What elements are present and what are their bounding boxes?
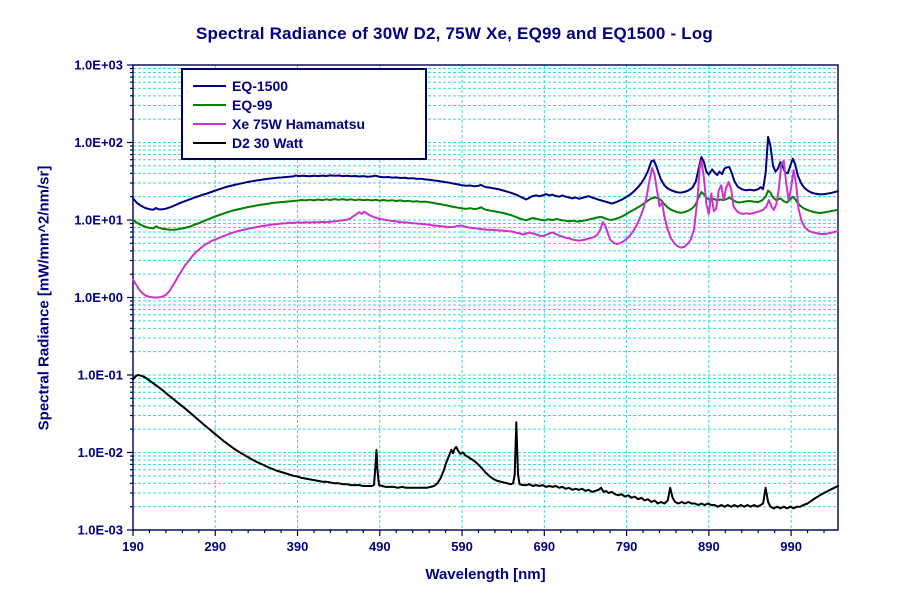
x-tick-label: 290 — [204, 539, 226, 554]
x-tick-label: 890 — [698, 539, 720, 554]
plot-frame — [132, 64, 839, 531]
legend-label: D2 30 Watt — [232, 134, 304, 151]
series-line-eq-1500 — [132, 135, 839, 211]
y-tick-label: 1.0E-01 — [77, 368, 123, 383]
x-axis-title: Wavelength [nm] — [425, 566, 546, 583]
y-tick-label: 1.0E-02 — [77, 445, 123, 460]
legend-swatch — [193, 141, 226, 144]
y-tick-label: 1.0E+03 — [74, 58, 123, 73]
x-tick-label: 690 — [533, 539, 555, 554]
legend-label: EQ-1500 — [232, 77, 289, 94]
legend-item-eq-1500: EQ-1500 — [193, 76, 425, 95]
legend-item-d2-30-watt: D2 30 Watt — [193, 133, 425, 152]
legend-swatch — [193, 84, 226, 87]
legend-swatch — [193, 103, 226, 106]
legend-swatch — [193, 122, 226, 125]
y-tick-label: 1.0E+00 — [74, 290, 123, 305]
series-line-eq-99 — [132, 189, 839, 231]
legend-label: EQ-99 — [232, 96, 273, 113]
x-tick-label: 390 — [287, 539, 309, 554]
series-line-xe-75w-hamamatsu — [132, 159, 839, 299]
legend-label: Xe 75W Hamamatsu — [232, 115, 366, 132]
y-tick-label: 1.0E-03 — [77, 523, 123, 538]
chart-title: Spectral Radiance of 30W D2, 75W Xe, EQ9… — [195, 24, 714, 43]
x-tick-label: 190 — [122, 539, 144, 554]
y-axis-title: Spectral Radiance [mW/mm^2/nm/sr] — [35, 165, 53, 431]
x-tick-label: 790 — [616, 539, 638, 554]
series-line-d2-30-watt — [132, 374, 839, 510]
x-tick-label: 990 — [780, 539, 802, 554]
x-tick-label: 590 — [451, 539, 473, 554]
legend-item-eq-99: EQ-99 — [193, 95, 425, 114]
x-tick-label: 490 — [369, 539, 391, 554]
y-tick-label: 1.0E+02 — [74, 135, 123, 150]
legend-box: EQ-1500 EQ-99 Xe 75W Hamamatsu D2 30 Watt — [181, 68, 427, 160]
legend-item-xe-75w-hamamatsu: Xe 75W Hamamatsu — [193, 114, 425, 133]
y-tick-label: 1.0E+01 — [74, 213, 123, 228]
